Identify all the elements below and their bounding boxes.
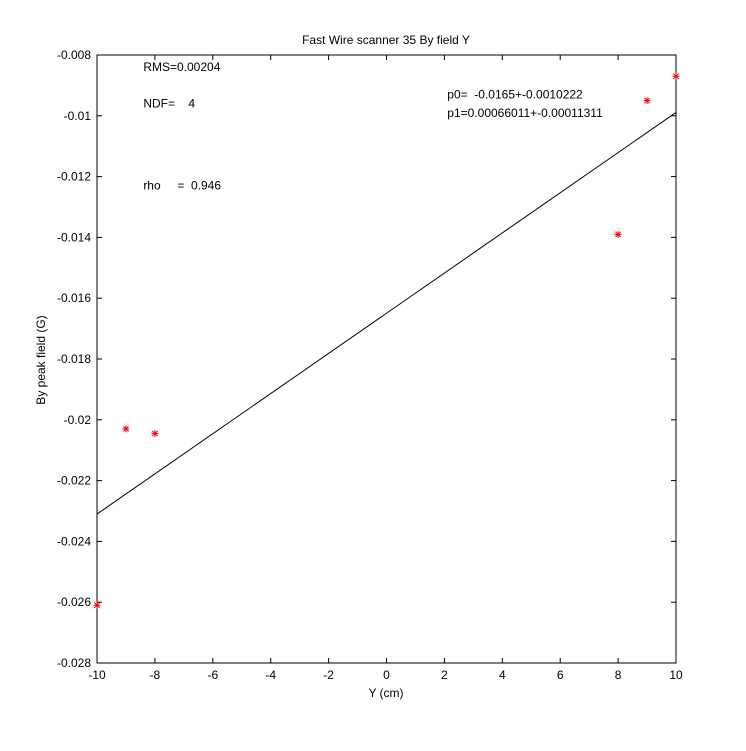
annotation-rho: rho = 0.946 <box>143 179 221 193</box>
y-tick-label: -0.008 <box>57 48 91 62</box>
data-point <box>643 97 651 105</box>
x-tick-label: -10 <box>88 668 106 682</box>
x-tick-label: 0 <box>383 668 390 682</box>
x-tick-label: -2 <box>323 668 334 682</box>
annotation-p1: p1=0.00066011+-0.00011311 <box>447 106 603 120</box>
x-tick-label: -6 <box>207 668 218 682</box>
x-tick-label: 2 <box>441 668 448 682</box>
annotation-p0: p0= -0.0165+-0.0010222 <box>447 88 583 102</box>
y-tick-label: -0.012 <box>57 170 91 184</box>
data-point <box>151 429 159 437</box>
data-point <box>672 72 680 80</box>
y-tick-label: -0.02 <box>64 413 92 427</box>
x-tick-label: 4 <box>499 668 506 682</box>
y-tick-label: -0.024 <box>57 534 91 548</box>
annotations: RMS=0.00204 NDF= 4 rho = 0.946 p0= -0.0165+… <box>143 60 603 193</box>
y-tick-label: -0.022 <box>57 474 91 488</box>
x-tick-label: -4 <box>265 668 276 682</box>
annotation-rms: RMS=0.00204 <box>143 60 220 74</box>
data-point <box>122 425 130 433</box>
fit-line <box>96 112 677 515</box>
chart-title: Fast Wire scanner 35 By field Y <box>302 33 470 47</box>
data-point <box>614 230 622 238</box>
x-axis-label: Y (cm) <box>368 686 403 700</box>
x-tick-label: -8 <box>150 668 161 682</box>
y-tick-label: -0.016 <box>57 291 91 305</box>
y-axis-label: By peak field (G) <box>34 315 48 404</box>
x-tick-label: 10 <box>669 668 683 682</box>
data-point <box>93 601 101 609</box>
y-tick-label: -0.026 <box>57 595 91 609</box>
y-tick-label: -0.028 <box>57 656 91 670</box>
plot-area: -10 -8 -6 -4 -2 0 2 4 6 8 10 -0.028 -0.026 -0.024 -0.0… <box>57 48 683 682</box>
y-tick-label: -0.018 <box>57 352 91 366</box>
y-tick-label: -0.01 <box>64 109 92 123</box>
annotation-ndf: NDF= 4 <box>143 97 195 111</box>
x-tick-label: 6 <box>557 668 564 682</box>
y-tick-label: -0.014 <box>57 230 91 244</box>
x-tick-label: 8 <box>615 668 622 682</box>
